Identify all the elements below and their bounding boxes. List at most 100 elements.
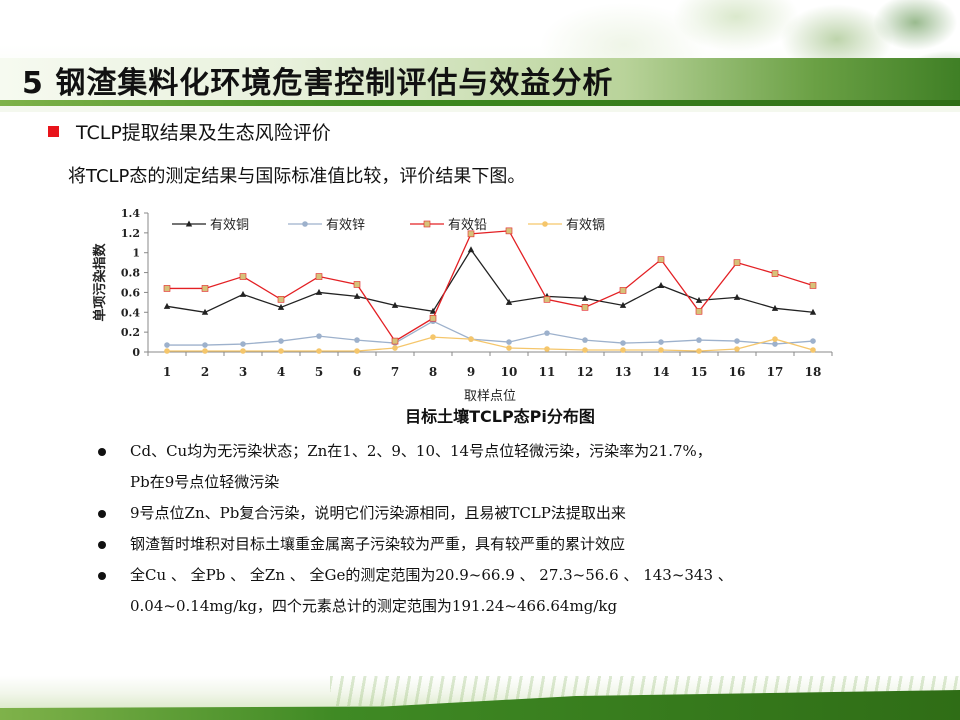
data-point-series-3 — [277, 296, 285, 303]
series-line-4 — [167, 336, 814, 352]
data-point-series-4 — [354, 348, 360, 354]
x-tick-label: 13 — [615, 365, 632, 379]
data-point-series-2 — [354, 337, 360, 343]
y-tick-label: 0 — [132, 346, 140, 359]
data-point-series-2 — [772, 341, 778, 347]
bullet-text: 全Cu 、 全Pb 、 全Zn 、 全Ge的测定范围为20.9~66.9 、 2… — [130, 566, 733, 584]
data-point-series-3 — [505, 227, 513, 235]
data-point-series-4 — [658, 347, 664, 353]
data-point-series-3 — [239, 273, 247, 280]
data-point-series-2 — [278, 338, 284, 344]
data-point-series-3 — [315, 273, 323, 280]
bullet-item: Cd、Cu均为无污染状态；Zn在1、2、9、10、14号点位轻微污染，污染率为2… — [96, 436, 856, 498]
bullet-list: Cd、Cu均为无污染状态；Zn在1、2、9、10、14号点位轻微污染，污染率为2… — [96, 436, 856, 622]
data-point-series-3 — [733, 259, 741, 266]
data-point-series-3 — [581, 304, 589, 311]
bullet-text: Cd、Cu均为无污染状态；Zn在1、2、9、10、14号点位轻微污染，污染率为2… — [130, 442, 712, 460]
series-line-2 — [167, 320, 814, 346]
data-point-series-4 — [278, 348, 284, 354]
x-tick-label: 16 — [729, 365, 746, 379]
x-tick-label: 6 — [353, 365, 361, 379]
bullet-item: 钢渣暂时堆积对目标土壤重金属离子污染较为严重，具有较严重的累计效应 — [96, 529, 856, 560]
x-tick-label: 2 — [201, 365, 209, 379]
data-point-series-1 — [809, 308, 817, 315]
x-tick-label: 14 — [653, 365, 670, 379]
x-tick-label: 11 — [539, 365, 556, 379]
chart-svg: 00.20.40.60.811.21.41 2 3 4 5 6 7 8 9 10 11 12 13 14 1… — [92, 207, 833, 404]
x-tick-label: 10 — [501, 365, 518, 379]
bullet-text: 9号点位Zn、Pb复合污染，说明它们污染源相同，且易被TCLP法提取出来 — [130, 504, 626, 522]
bullet-item: 9号点位Zn、Pb复合污染，说明它们污染源相同，且易被TCLP法提取出来 — [96, 498, 856, 529]
x-tick-label: 3 — [239, 365, 247, 379]
data-point-series-2 — [544, 330, 550, 336]
series-line-1 — [166, 248, 814, 313]
y-tick-label: 0.8 — [121, 267, 140, 280]
data-point-series-1 — [657, 281, 665, 288]
legend-marker — [423, 220, 431, 228]
data-point-series-1 — [505, 298, 513, 305]
data-point-series-1 — [429, 307, 437, 314]
x-tick-label: 9 — [467, 365, 475, 379]
section-title: TCLP提取结果及生态风险评价 — [76, 122, 331, 144]
legend-label: 有效锌 — [326, 218, 365, 233]
data-point-series-2 — [164, 342, 170, 348]
y-tick-label: 0.4 — [121, 306, 140, 319]
data-point-series-4 — [468, 336, 474, 342]
data-point-series-3 — [391, 337, 399, 345]
data-point-series-1 — [353, 292, 361, 299]
legend-label: 有效镉 — [566, 217, 605, 233]
y-axis-label: 单项污染指数 — [92, 243, 108, 322]
data-point-series-3 — [771, 270, 779, 277]
data-point-series-3 — [353, 281, 361, 288]
data-point-series-1 — [163, 302, 171, 309]
x-tick-label: 12 — [577, 365, 594, 379]
bullet-dot-icon — [98, 448, 106, 456]
y-tick-label: 0.2 — [121, 326, 140, 339]
data-point-series-1 — [391, 301, 399, 308]
y-tick-label: 1 — [132, 247, 140, 260]
data-point-series-2 — [620, 340, 626, 346]
data-point-series-4 — [810, 347, 816, 353]
section-bullet-icon — [48, 126, 59, 137]
legend-marker — [302, 221, 308, 227]
data-point-series-2 — [658, 339, 664, 345]
data-point-series-3 — [163, 285, 171, 292]
data-point-series-4 — [620, 347, 626, 353]
data-point-series-3 — [657, 256, 665, 263]
data-point-series-2 — [696, 337, 702, 343]
x-tick-label: 5 — [315, 365, 323, 379]
data-point-series-4 — [772, 336, 778, 342]
series-line-3 — [167, 230, 814, 342]
chart: 0 0.2 0.4 0.6 0.8 1 1.2 1.4 1 2 3 4 5 6 7 8 9 10 11 12 13 14 1… — [80, 200, 880, 430]
y-tick-label: 1.2 — [121, 227, 140, 240]
data-point-series-4 — [696, 348, 702, 354]
data-point-series-4 — [202, 348, 208, 354]
data-point-series-1 — [771, 304, 779, 311]
data-point-series-3 — [467, 230, 475, 238]
x-tick-label: 1 — [163, 365, 171, 379]
data-point-series-3 — [543, 296, 551, 303]
data-point-series-4 — [544, 346, 550, 352]
bullet-dot-icon — [98, 510, 106, 518]
data-point-series-1 — [619, 301, 627, 308]
bullet-dot-icon — [98, 572, 106, 580]
data-point-series-4 — [734, 346, 740, 352]
data-point-series-3 — [695, 307, 703, 315]
data-point-series-3 — [201, 285, 209, 292]
data-point-series-3 — [809, 282, 817, 289]
data-point-series-4 — [164, 348, 170, 354]
bullet-text: 钢渣暂时堆积对目标土壤重金属离子污染较为严重，具有较严重的累计效应 — [130, 535, 626, 553]
data-point-series-1 — [581, 294, 589, 301]
data-point-series-3 — [619, 287, 627, 294]
legend-marker — [185, 220, 193, 227]
x-tick-label: 8 — [429, 365, 437, 379]
data-point-series-1 — [467, 246, 475, 253]
bullet-item: 全Cu 、 全Pb 、 全Zn 、 全Ge的测定范围为20.9~66.9 、 2… — [96, 560, 856, 622]
data-point-series-4 — [582, 347, 588, 353]
title-bar — [0, 58, 960, 102]
data-point-series-2 — [582, 337, 588, 343]
data-point-series-2 — [734, 338, 740, 344]
page-title: 5 钢渣集料化环境危害控制评估与效益分析 — [22, 66, 614, 101]
data-point-series-2 — [202, 342, 208, 348]
data-point-series-3 — [429, 314, 437, 322]
